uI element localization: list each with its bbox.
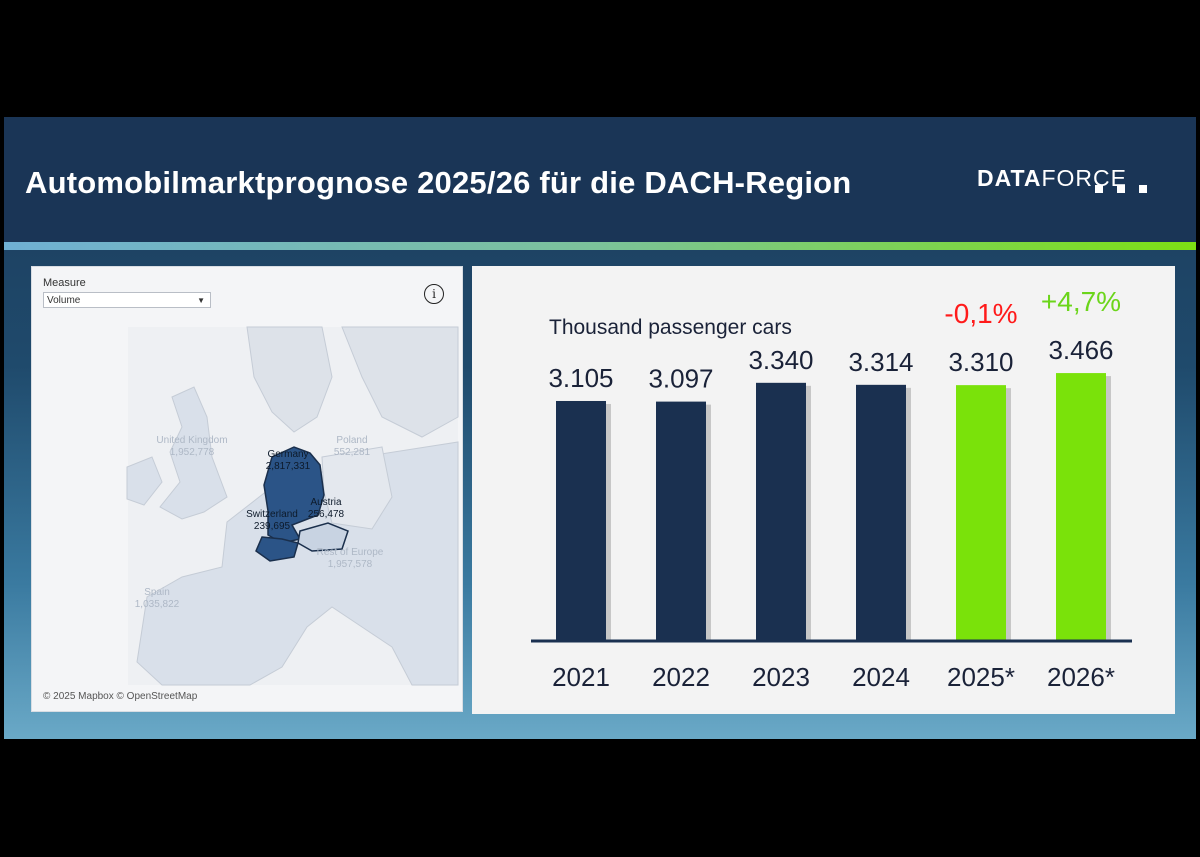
map-label-germany: Germany — [267, 449, 308, 460]
map-value-austria: 256,478 — [308, 509, 345, 520]
map-value-rest-of-europe: 1,957,578 — [328, 559, 373, 570]
map-panel: Measure Volume ▼ i United Kingdom 1,952,7… — [31, 266, 463, 712]
bar-chart: Thousand passenger cars 3.105 2021 3.097 202… — [531, 286, 1132, 692]
map-value-germany: 2,817,331 — [266, 461, 311, 472]
data-label: 3.466 — [1048, 335, 1113, 365]
data-label: 3.105 — [548, 363, 613, 393]
map-value-spain: 1,035,822 — [135, 599, 180, 610]
slide: Automobilmarktprognose 2025/26 für die D… — [4, 117, 1196, 739]
bar-2025* — [956, 385, 1006, 641]
data-label: 3.097 — [648, 364, 713, 394]
measure-value: Volume — [47, 295, 81, 306]
map-value-united-kingdom: 1,952,778 — [170, 447, 215, 458]
bar-2023 — [756, 382, 806, 641]
map-label-switzerland: Switzerland — [246, 509, 298, 520]
x-tick-label: 2026* — [1047, 662, 1115, 692]
change-label: -0,1% — [944, 298, 1017, 329]
chevron-down-icon: ▼ — [197, 296, 205, 305]
dataforce-logo: DATAFORCE — [977, 165, 1147, 193]
info-icon[interactable]: i — [424, 284, 444, 304]
bar-2021 — [556, 400, 606, 641]
logo-light-text: FORCE — [1041, 165, 1127, 191]
map-label-austria: Austria — [310, 497, 342, 508]
bar-2024 — [856, 384, 906, 641]
x-tick-label: 2023 — [752, 662, 810, 692]
logo-bold-text: DATA — [977, 165, 1042, 191]
measure-label: Measure — [43, 277, 86, 289]
logo-dots-icon — [1095, 185, 1195, 195]
header-bar: Automobilmarktprognose 2025/26 für die D… — [4, 117, 1196, 244]
map-attribution: © 2025 Mapbox © OpenStreetMap — [43, 691, 198, 702]
y-axis-label: Thousand passenger cars — [549, 316, 792, 339]
data-label: 3.310 — [948, 347, 1013, 377]
page-title: Automobilmarktprognose 2025/26 für die D… — [25, 165, 852, 200]
data-label: 3.340 — [748, 345, 813, 375]
bar-2022 — [656, 401, 706, 641]
change-label: +4,7% — [1041, 286, 1121, 317]
x-tick-label: 2021 — [552, 662, 610, 692]
chart-panel: Thousand passenger cars 3.105 2021 3.097 202… — [472, 266, 1175, 714]
x-tick-label: 2022 — [652, 662, 710, 692]
measure-dropdown[interactable]: Volume ▼ — [43, 292, 211, 308]
bar-2026* — [1056, 373, 1106, 641]
map-label-united-kingdom: United Kingdom — [156, 435, 227, 446]
map-label-rest-of-europe: Rest of Europe — [317, 547, 384, 558]
map-value-switzerland: 239,695 — [254, 521, 291, 532]
map-value-poland: 552,281 — [334, 447, 371, 458]
map-label-poland: Poland — [336, 435, 367, 446]
header-stripe — [4, 242, 1196, 250]
map-label-spain: Spain — [144, 587, 170, 598]
x-tick-label: 2024 — [852, 662, 910, 692]
x-tick-label: 2025* — [947, 662, 1015, 692]
data-label: 3.314 — [848, 347, 913, 377]
